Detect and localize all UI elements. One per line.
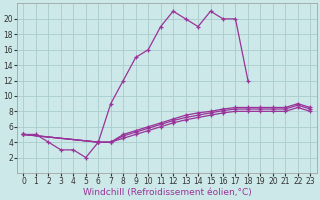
- X-axis label: Windchill (Refroidissement éolien,°C): Windchill (Refroidissement éolien,°C): [83, 188, 251, 197]
